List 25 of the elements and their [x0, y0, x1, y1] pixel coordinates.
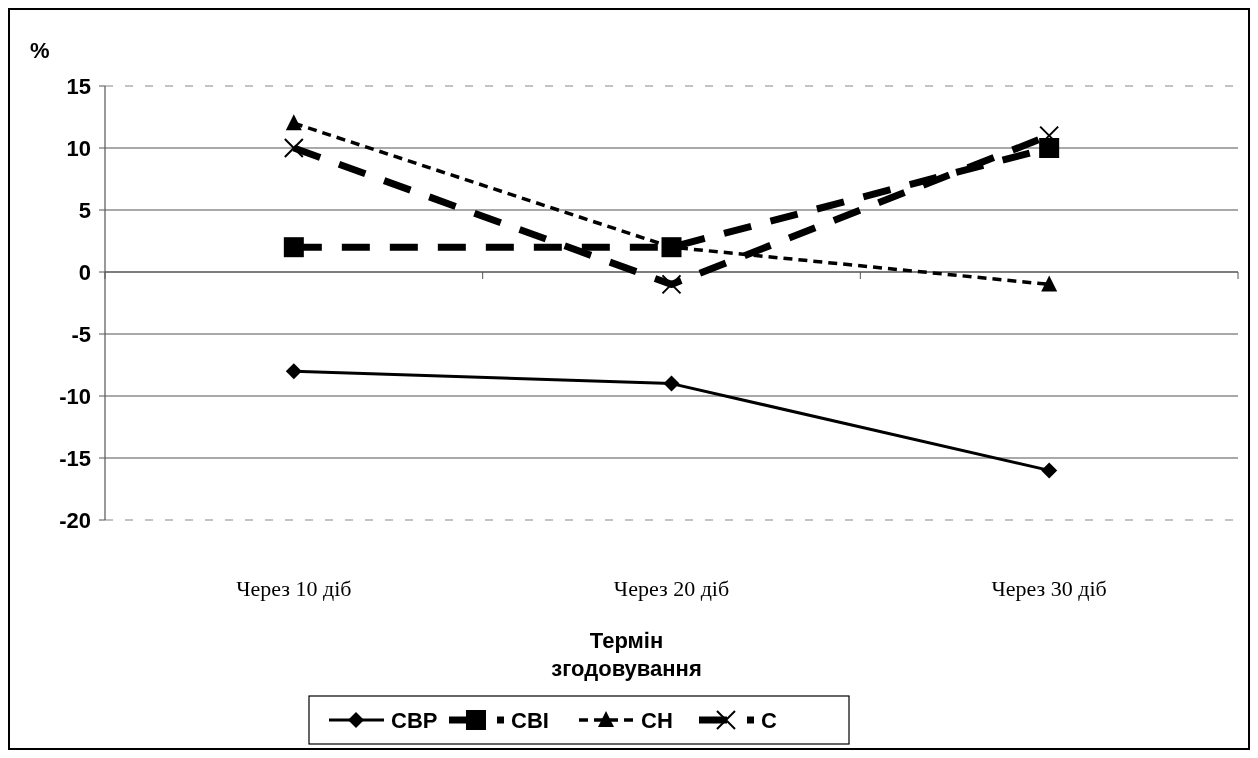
y-tick-label: 0	[78, 259, 91, 285]
y-tick-label: 15	[66, 73, 91, 99]
point	[663, 375, 680, 392]
y-tick-label: 10	[66, 135, 91, 161]
x-tick-label: Через 20 діб	[613, 576, 730, 601]
point	[1041, 462, 1058, 479]
y-tick-label: 5	[78, 197, 91, 223]
y-tick-label: -15	[59, 445, 91, 471]
y-tick-label: -20	[59, 507, 91, 533]
y-tick-label: -5	[71, 321, 91, 347]
point	[283, 138, 304, 158]
y-axis-title: %	[30, 38, 50, 63]
point	[283, 237, 304, 258]
point	[285, 363, 302, 380]
x-tick-label: Через 30 діб	[991, 576, 1107, 601]
point	[661, 274, 682, 295]
point	[1039, 138, 1060, 158]
legend-label: СН	[641, 707, 673, 733]
y-tick-label: -10	[59, 383, 91, 409]
point	[1039, 125, 1060, 146]
legend-label: СВР	[391, 707, 438, 733]
x-axis-title: Термін згодовування	[551, 628, 702, 681]
legend-label: С	[761, 707, 777, 733]
x-tick-label: Через 10 діб	[236, 576, 352, 601]
legend-label: СВІ	[511, 707, 549, 733]
